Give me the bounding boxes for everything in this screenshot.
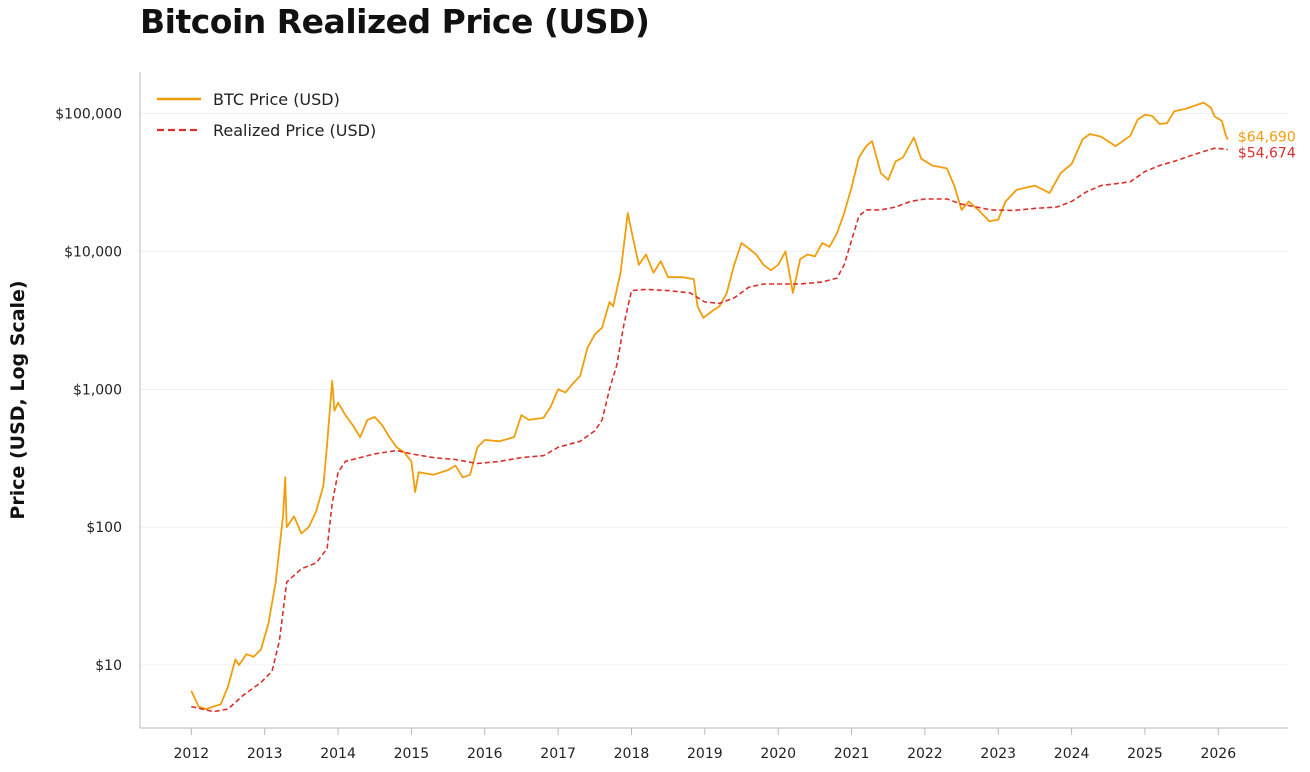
y-tick-label: $1,000 [73, 382, 122, 398]
legend-label-realized-price: Realized Price (USD) [213, 121, 376, 140]
x-tick-label: 2014 [320, 746, 356, 762]
x-tick-label: 2015 [394, 746, 430, 762]
y-axis-title: Price (USD, Log Scale) [7, 280, 29, 519]
end-label-realized-price-usd: $54,674 [1238, 146, 1296, 162]
x-tick-label: 2023 [980, 746, 1016, 762]
series-line-realized-price-usd [191, 147, 1228, 713]
y-tick-label: $10 [95, 658, 122, 674]
x-tick-label: 2020 [760, 746, 796, 762]
x-tick-label: 2013 [247, 746, 283, 762]
legend: BTC Price (USD) Realized Price (USD) [157, 90, 376, 140]
x-tick-label: 2019 [687, 746, 723, 762]
grid-lines [140, 113, 1288, 666]
y-tick-label: $10,000 [64, 244, 122, 260]
x-tick-label: 2025 [1127, 746, 1163, 762]
y-tick-label: $100,000 [55, 107, 122, 123]
end-labels: $64,690$54,674 [1238, 130, 1296, 162]
series-line-btc-price-usd [190, 101, 1229, 710]
y-tick-label: $100 [86, 520, 122, 536]
x-tick-label: 2016 [467, 746, 503, 762]
x-tick-labels: 2012 2013 2014 2015 2016 2017 2018 2019 2020 2021… [174, 746, 1237, 762]
chart-title: Bitcoin Realized Price (USD) [140, 2, 650, 41]
x-tick-label: 2012 [174, 746, 210, 762]
x-tick-label: 2022 [907, 746, 943, 762]
end-label-btc-price-usd: $64,690 [1238, 130, 1296, 146]
series-lines [190, 101, 1229, 713]
x-tick-label: 2024 [1054, 746, 1090, 762]
axes [139, 72, 1288, 735]
x-tick-label: 2026 [1200, 746, 1236, 762]
legend-label-btc-price: BTC Price (USD) [213, 90, 340, 109]
x-tick-label: 2017 [540, 746, 576, 762]
y-tick-labels: $10 $100 $1,000 $10,000 $100,000 [55, 107, 122, 675]
x-tick-label: 2018 [614, 746, 650, 762]
x-tick-label: 2021 [834, 746, 870, 762]
